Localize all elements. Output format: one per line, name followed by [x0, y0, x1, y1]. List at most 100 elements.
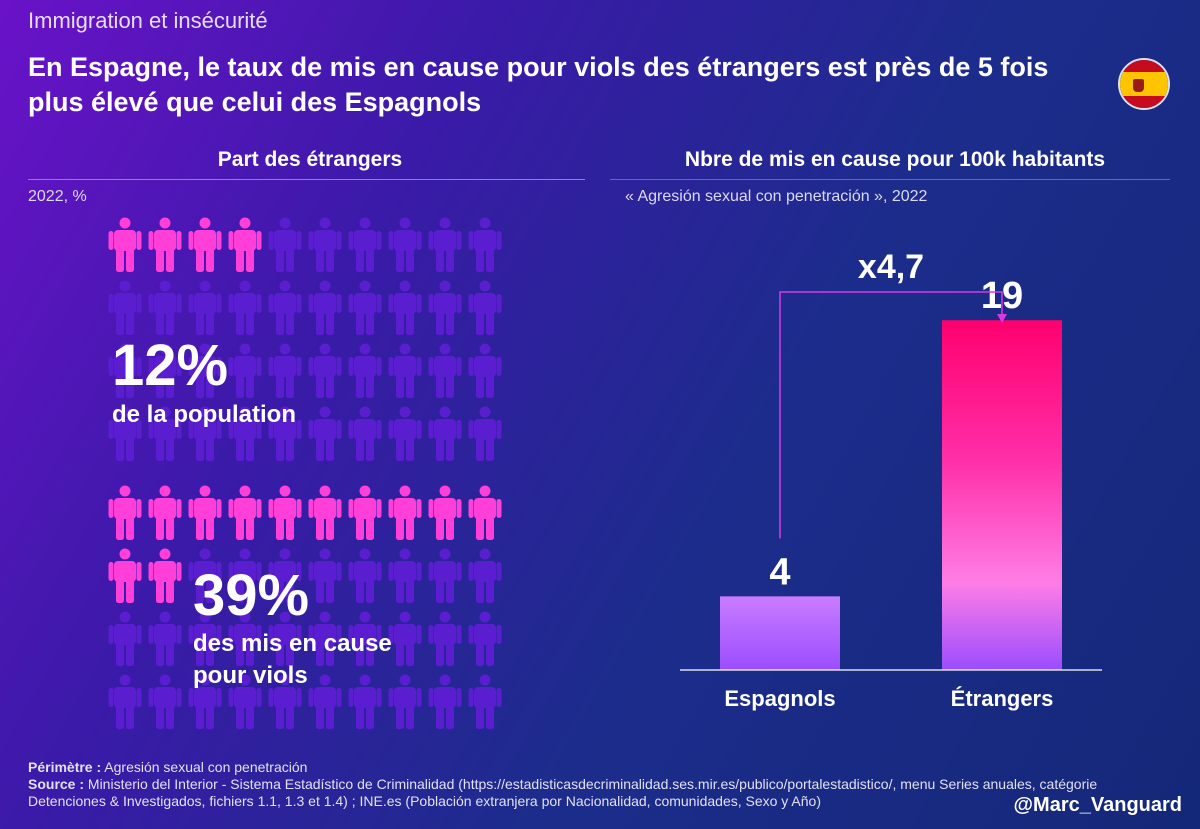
- author-handle: @Marc_Vanguard: [1013, 794, 1182, 816]
- person-icon: [268, 548, 302, 603]
- person-icon: [308, 217, 342, 272]
- population-pictogram: [108, 217, 508, 469]
- headline: En Espagne, le taux de mis en cause pour…: [28, 52, 1049, 117]
- person-icon: [148, 406, 182, 461]
- person-icon: [268, 280, 302, 335]
- right-divider: [610, 179, 1170, 180]
- person-icon: [468, 343, 502, 398]
- bar-2: [942, 320, 1062, 670]
- person-icon: [428, 611, 462, 666]
- left-divider: [28, 179, 585, 180]
- person-icon-highlighted: [428, 485, 462, 540]
- offenders-share-label: des mis en cause pour viols: [193, 628, 392, 692]
- person-icon: [428, 674, 462, 729]
- person-icon: [308, 611, 342, 666]
- ratio-arrow-line: [779, 291, 1003, 539]
- person-icon: [268, 217, 302, 272]
- person-icon: [188, 674, 222, 729]
- person-icon: [108, 280, 142, 335]
- person-icon: [188, 548, 222, 603]
- person-icon: [348, 548, 382, 603]
- person-icon-highlighted: [188, 485, 222, 540]
- category-label-1: Espagnols: [724, 686, 835, 711]
- person-icon: [268, 343, 302, 398]
- right-section-title: Nbre de mis en cause pour 100k habitants: [684, 148, 1106, 171]
- bar-1: [720, 596, 840, 670]
- flag-emblem-icon: [1133, 79, 1144, 92]
- person-icon: [228, 611, 262, 666]
- source-note: Source : Ministerio del Interior - Siste…: [28, 776, 1148, 810]
- person-icon: [468, 280, 502, 335]
- person-icon: [308, 406, 342, 461]
- person-icon: [268, 611, 302, 666]
- person-icon-highlighted: [268, 485, 302, 540]
- person-icon: [228, 674, 262, 729]
- ratio-arrow-head-icon: [997, 314, 1007, 323]
- kicker-text: Immigration et insécurité: [28, 8, 268, 33]
- flag-stripe-middle: [1120, 72, 1168, 96]
- person-icon: [108, 406, 142, 461]
- perimetre-text: Agresión sexual con penetración: [104, 759, 308, 775]
- person-icon: [228, 280, 262, 335]
- person-icon: [428, 217, 462, 272]
- person-icon: [468, 406, 502, 461]
- offenders-share-value: 39%: [193, 563, 310, 628]
- person-icon: [148, 674, 182, 729]
- person-icon: [388, 406, 422, 461]
- offenders-pictogram: [108, 485, 508, 737]
- offenders-label-line1: des mis en cause: [193, 630, 392, 657]
- person-icon: [108, 611, 142, 666]
- flag-stripe-top: [1120, 60, 1168, 72]
- person-icon-highlighted: [188, 217, 222, 272]
- person-icon: [268, 406, 302, 461]
- person-icon: [428, 548, 462, 603]
- person-icon: [308, 674, 342, 729]
- person-icon: [388, 280, 422, 335]
- flag-stripe-bottom: [1120, 96, 1168, 108]
- person-icon-highlighted: [308, 485, 342, 540]
- person-icon: [148, 280, 182, 335]
- bar-value-label-1: 4: [769, 551, 790, 593]
- population-share-value: 12%: [112, 333, 229, 398]
- offenders-label-line2: pour viols: [193, 662, 308, 689]
- person-icon: [268, 674, 302, 729]
- perimetre-label: Périmètre :: [28, 759, 102, 775]
- person-icon-highlighted: [228, 217, 262, 272]
- person-icon: [108, 343, 142, 398]
- spain-flag-icon: [1118, 58, 1170, 110]
- person-icon: [228, 548, 262, 603]
- person-icon-highlighted: [148, 485, 182, 540]
- person-icon: [188, 343, 222, 398]
- person-icon-highlighted: [148, 548, 182, 603]
- person-icon: [468, 217, 502, 272]
- left-section-title: Part des étrangers: [217, 148, 403, 171]
- person-icon: [188, 406, 222, 461]
- person-icon: [348, 406, 382, 461]
- right-subtitle: « Agresión sexual con penetración », 202…: [625, 188, 928, 205]
- person-icon: [388, 611, 422, 666]
- source-label: Source :: [28, 776, 85, 792]
- person-icon: [468, 674, 502, 729]
- population-share-label: de la population: [112, 401, 296, 428]
- left-subtitle: 2022, %: [28, 188, 87, 205]
- person-icon: [348, 280, 382, 335]
- person-icon: [388, 674, 422, 729]
- person-icon: [308, 280, 342, 335]
- person-icon: [428, 406, 462, 461]
- person-icon: [188, 280, 222, 335]
- person-icon-highlighted: [108, 485, 142, 540]
- person-icon: [108, 674, 142, 729]
- person-icon: [388, 343, 422, 398]
- perimetre-note: Périmètre : Agresión sexual con penetrac…: [28, 759, 307, 775]
- person-icon: [348, 611, 382, 666]
- person-icon: [388, 548, 422, 603]
- person-icon-highlighted: [108, 548, 142, 603]
- person-icon-highlighted: [228, 485, 262, 540]
- person-icon: [428, 343, 462, 398]
- source-text: Ministerio del Interior - Sistema Estadí…: [28, 776, 1098, 809]
- person-icon: [308, 343, 342, 398]
- person-icon: [348, 343, 382, 398]
- person-icon-highlighted: [148, 217, 182, 272]
- person-icon: [228, 406, 262, 461]
